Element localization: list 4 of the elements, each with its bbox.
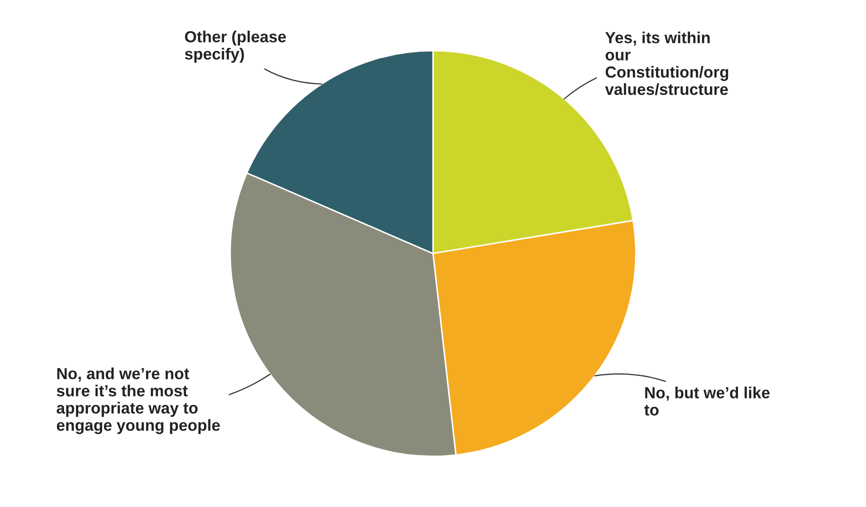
slice-label: Yes, its within our Constitution/org values/structure [605,32,728,96]
slice-label: Other (please specify) [184,30,286,63]
slice-label: No, and we’re not sure it’s the most appropriate way to engage young people [56,368,220,434]
slice-label: No, but we’d like to [644,386,770,416]
